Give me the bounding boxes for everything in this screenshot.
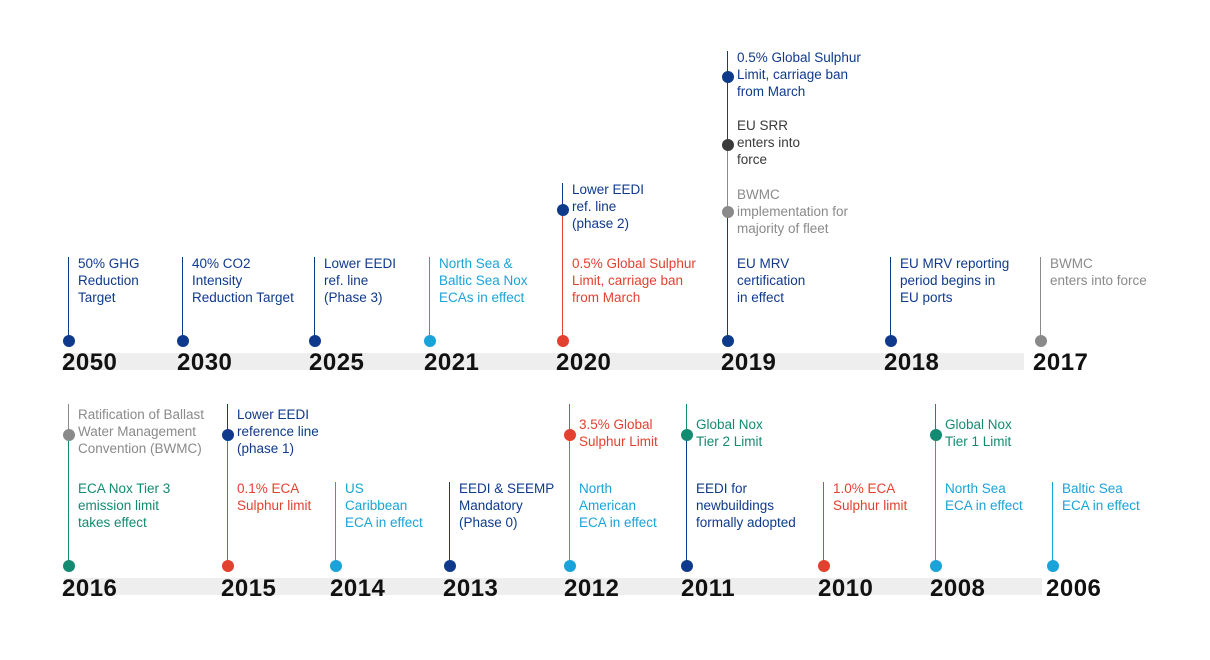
- event-2011-line-1: [686, 435, 687, 566]
- event-2011-label-2: Global Nox Tier 2 Limit: [696, 417, 763, 449]
- event-2018-marker: [884, 335, 897, 347]
- event-2019-label-2: BWMC implementation for majority of flee…: [737, 187, 849, 236]
- year-2025: 2025: [309, 349, 365, 376]
- event-2025-label: Lower EEDI ref. line (Phase 3): [324, 256, 397, 305]
- event-2019-line-4: [727, 51, 728, 77]
- event-2016-line-2: [68, 404, 69, 435]
- event-2008-marker: [929, 560, 942, 572]
- event-2020-label: 0.5% Global Sulphur Limit, carriage ban …: [572, 256, 696, 305]
- event-2008-line-2: [935, 404, 936, 435]
- event-2010-label: 1.0% ECA Sulphur limit: [833, 481, 908, 513]
- event-2019-label-4: 0.5% Global Sulphur Limit, carriage ban …: [737, 50, 861, 99]
- event-2030-label: 40% CO2 Intensity Reduction Target: [192, 256, 294, 305]
- top-timeline-band: [64, 353, 1024, 370]
- event-2014-marker: [329, 560, 342, 572]
- event-2050-label: 50% GHG Reduction Target: [78, 256, 140, 305]
- event-2017-marker: [1034, 335, 1047, 347]
- event-2016-marker-2: [62, 429, 75, 441]
- year-2021: 2021: [424, 349, 480, 376]
- year-2015: 2015: [221, 575, 277, 602]
- year-2013: 2013: [443, 575, 499, 602]
- event-2050-marker: [62, 335, 75, 347]
- event-2020-line-1: [562, 210, 563, 341]
- event-2021-line-1: [429, 257, 430, 341]
- event-2014-label: US Caribbean ECA in effect: [345, 481, 423, 530]
- event-2008-line-1: [935, 435, 936, 566]
- event-2015-line-1: [227, 435, 228, 566]
- event-2008-label-2: Global Nox Tier 1 Limit: [945, 417, 1012, 449]
- year-2012: 2012: [564, 575, 620, 602]
- event-2019-line-1: [727, 212, 728, 341]
- event-2017-label: BWMC enters into force: [1050, 256, 1147, 288]
- event-2012-label-2: 3.5% Global Sulphur Limit: [579, 417, 658, 449]
- event-2017-line-1: [1040, 257, 1041, 341]
- event-2030-line-1: [182, 257, 183, 341]
- event-2019-line-3: [727, 77, 728, 145]
- event-2020-label-2: Lower EEDI ref. line (phase 2): [572, 182, 645, 231]
- event-2011-label: EEDI for newbuildings formally adopted: [696, 481, 796, 530]
- event-2014-line-1: [335, 482, 336, 566]
- event-2021-marker: [423, 335, 436, 347]
- year-2017: 2017: [1033, 349, 1089, 376]
- event-2008-marker-2: [929, 429, 942, 441]
- bottom-timeline-band: [64, 578, 1042, 595]
- event-2019-line-2: [727, 145, 728, 212]
- event-2010-line-1: [823, 482, 824, 566]
- event-2016-label: ECA Nox Tier 3 emission limit takes effe…: [78, 481, 171, 530]
- event-2019-marker: [721, 335, 734, 347]
- event-2015-line-2: [227, 404, 228, 435]
- event-2025-line-1: [314, 257, 315, 341]
- year-2020: 2020: [556, 349, 612, 376]
- year-2016: 2016: [62, 575, 118, 602]
- event-2013-line-1: [449, 482, 450, 566]
- event-2013-marker: [443, 560, 456, 572]
- event-2016-marker: [62, 560, 75, 572]
- event-2021-label: North Sea & Baltic Sea Nox ECAs in effec…: [439, 256, 528, 305]
- event-2019-label-3: EU SRR enters into force: [737, 118, 801, 167]
- event-2016-line-1: [68, 435, 69, 566]
- event-2018-label: EU MRV reporting period begins in EU por…: [900, 256, 1010, 305]
- event-2019-marker-4: [721, 71, 734, 83]
- event-2011-marker: [680, 560, 693, 572]
- event-2013-label: EEDI & SEEMP Mandatory (Phase 0): [459, 481, 555, 530]
- event-2015-marker: [221, 560, 234, 572]
- event-2012-marker: [563, 560, 576, 572]
- event-2006-line-1: [1052, 482, 1053, 566]
- event-2006-label: Baltic Sea ECA in effect: [1062, 481, 1140, 513]
- year-2011: 2011: [681, 575, 736, 602]
- year-2050: 2050: [62, 349, 118, 376]
- event-2020-line-2: [562, 183, 563, 210]
- event-2012-line-2: [569, 404, 570, 435]
- year-2010: 2010: [818, 575, 874, 602]
- event-2012-marker-2: [563, 429, 576, 441]
- event-2020-marker: [556, 335, 569, 347]
- year-2018: 2018: [884, 349, 940, 376]
- event-2016-label-2: Ratification of Ballast Water Management…: [78, 407, 205, 456]
- event-2012-label: North American ECA in effect: [579, 481, 657, 530]
- event-2019-marker-2: [721, 206, 734, 218]
- event-2012-line-1: [569, 435, 570, 566]
- year-2006: 2006: [1046, 575, 1102, 602]
- event-2015-label: 0.1% ECA Sulphur limit: [237, 481, 312, 513]
- event-2025-marker: [308, 335, 321, 347]
- event-2015-label-2: Lower EEDI reference line (phase 1): [237, 407, 319, 456]
- event-2008-label: North Sea ECA in effect: [945, 481, 1023, 513]
- event-2010-marker: [817, 560, 830, 572]
- event-2019-label: EU MRV certification in effect: [737, 256, 806, 305]
- year-2008: 2008: [930, 575, 986, 602]
- year-2019: 2019: [721, 349, 777, 376]
- event-2006-marker: [1046, 560, 1059, 572]
- event-2050-line-1: [68, 257, 69, 341]
- event-2030-marker: [176, 335, 189, 347]
- event-2011-marker-2: [680, 429, 693, 441]
- year-2030: 2030: [177, 349, 233, 376]
- event-2011-line-2: [686, 404, 687, 435]
- year-2014: 2014: [330, 575, 386, 602]
- event-2018-line-1: [890, 257, 891, 341]
- event-2015-marker-2: [221, 429, 234, 441]
- event-2019-marker-3: [721, 139, 734, 151]
- event-2020-marker-2: [556, 204, 569, 216]
